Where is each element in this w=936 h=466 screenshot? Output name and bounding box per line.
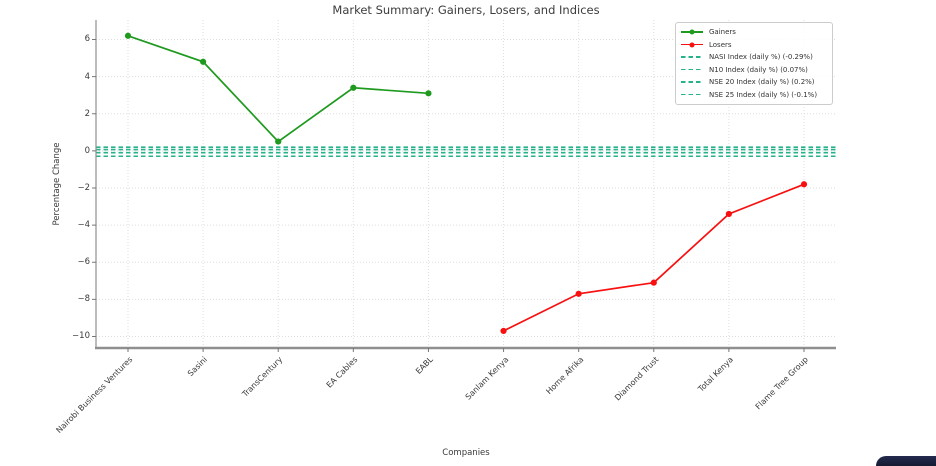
y-tick-label: −6 <box>77 257 90 268</box>
gainers-marker <box>350 84 357 91</box>
legend-item-nse20-index: NSE 20 Index (daily %) (0.2%) <box>681 77 826 87</box>
dashed-line-swatch-icon <box>681 53 703 61</box>
y-tick-label: −4 <box>77 220 90 231</box>
losers-marker <box>575 290 582 297</box>
legend-label: Gainers <box>709 28 736 36</box>
legend-label: NSE 20 Index (daily %) (0.2%) <box>709 78 815 86</box>
y-tick-label: −2 <box>77 182 90 193</box>
dashed-line-swatch-icon <box>681 91 703 99</box>
y-tick-label: −8 <box>77 294 90 305</box>
legend-item-nse25-index: NSE 25 Index (daily %) (-0.1%) <box>681 90 826 100</box>
y-tick-label: 6 <box>84 34 90 45</box>
gainers-line-swatch-icon <box>681 28 703 36</box>
legend-label: Losers <box>709 40 732 49</box>
y-tick-label: 2 <box>84 108 90 119</box>
legend-label: NASI Index (daily %) (-0.29%) <box>709 53 813 61</box>
gainers-marker <box>275 138 282 145</box>
gainers-marker <box>200 58 207 65</box>
y-tick-label: 4 <box>84 71 90 82</box>
legend-item-losers: Losers <box>681 40 826 50</box>
legend-item-nasi-index: NASI Index (daily %) (-0.29%) <box>681 52 826 62</box>
y-tick-label: 0 <box>84 145 90 156</box>
legend: Gainers Losers NASI Index (daily %) (-0.… <box>675 22 833 105</box>
legend-label: N10 Index (daily %) (0.07%) <box>709 65 808 74</box>
losers-marker <box>800 181 808 188</box>
losers-marker <box>500 327 507 335</box>
y-tick-label: −10 <box>72 331 90 342</box>
chart-svg <box>92 20 836 352</box>
corner-widget[interactable] <box>876 456 936 466</box>
dashed-line-swatch-icon <box>681 66 703 74</box>
losers-marker <box>725 210 732 218</box>
legend-label: NSE 25 Index (daily %) (-0.1%) <box>709 90 818 99</box>
losers-marker <box>650 279 657 286</box>
dashed-line-swatch-icon <box>681 78 703 86</box>
plot-area: Gainers Losers NASI Index (daily %) (-0.… <box>92 20 836 352</box>
losers-line-swatch-icon <box>681 41 703 49</box>
gainers-marker <box>425 90 432 97</box>
legend-item-gainers: Gainers <box>681 27 826 37</box>
gainers-marker <box>124 32 132 39</box>
legend-item-n10-index: N10 Index (daily %) (0.07%) <box>681 65 826 75</box>
x-axis-label: Companies <box>442 448 490 458</box>
chart-title: Market Summary: Gainers, Losers, and Ind… <box>332 3 600 17</box>
